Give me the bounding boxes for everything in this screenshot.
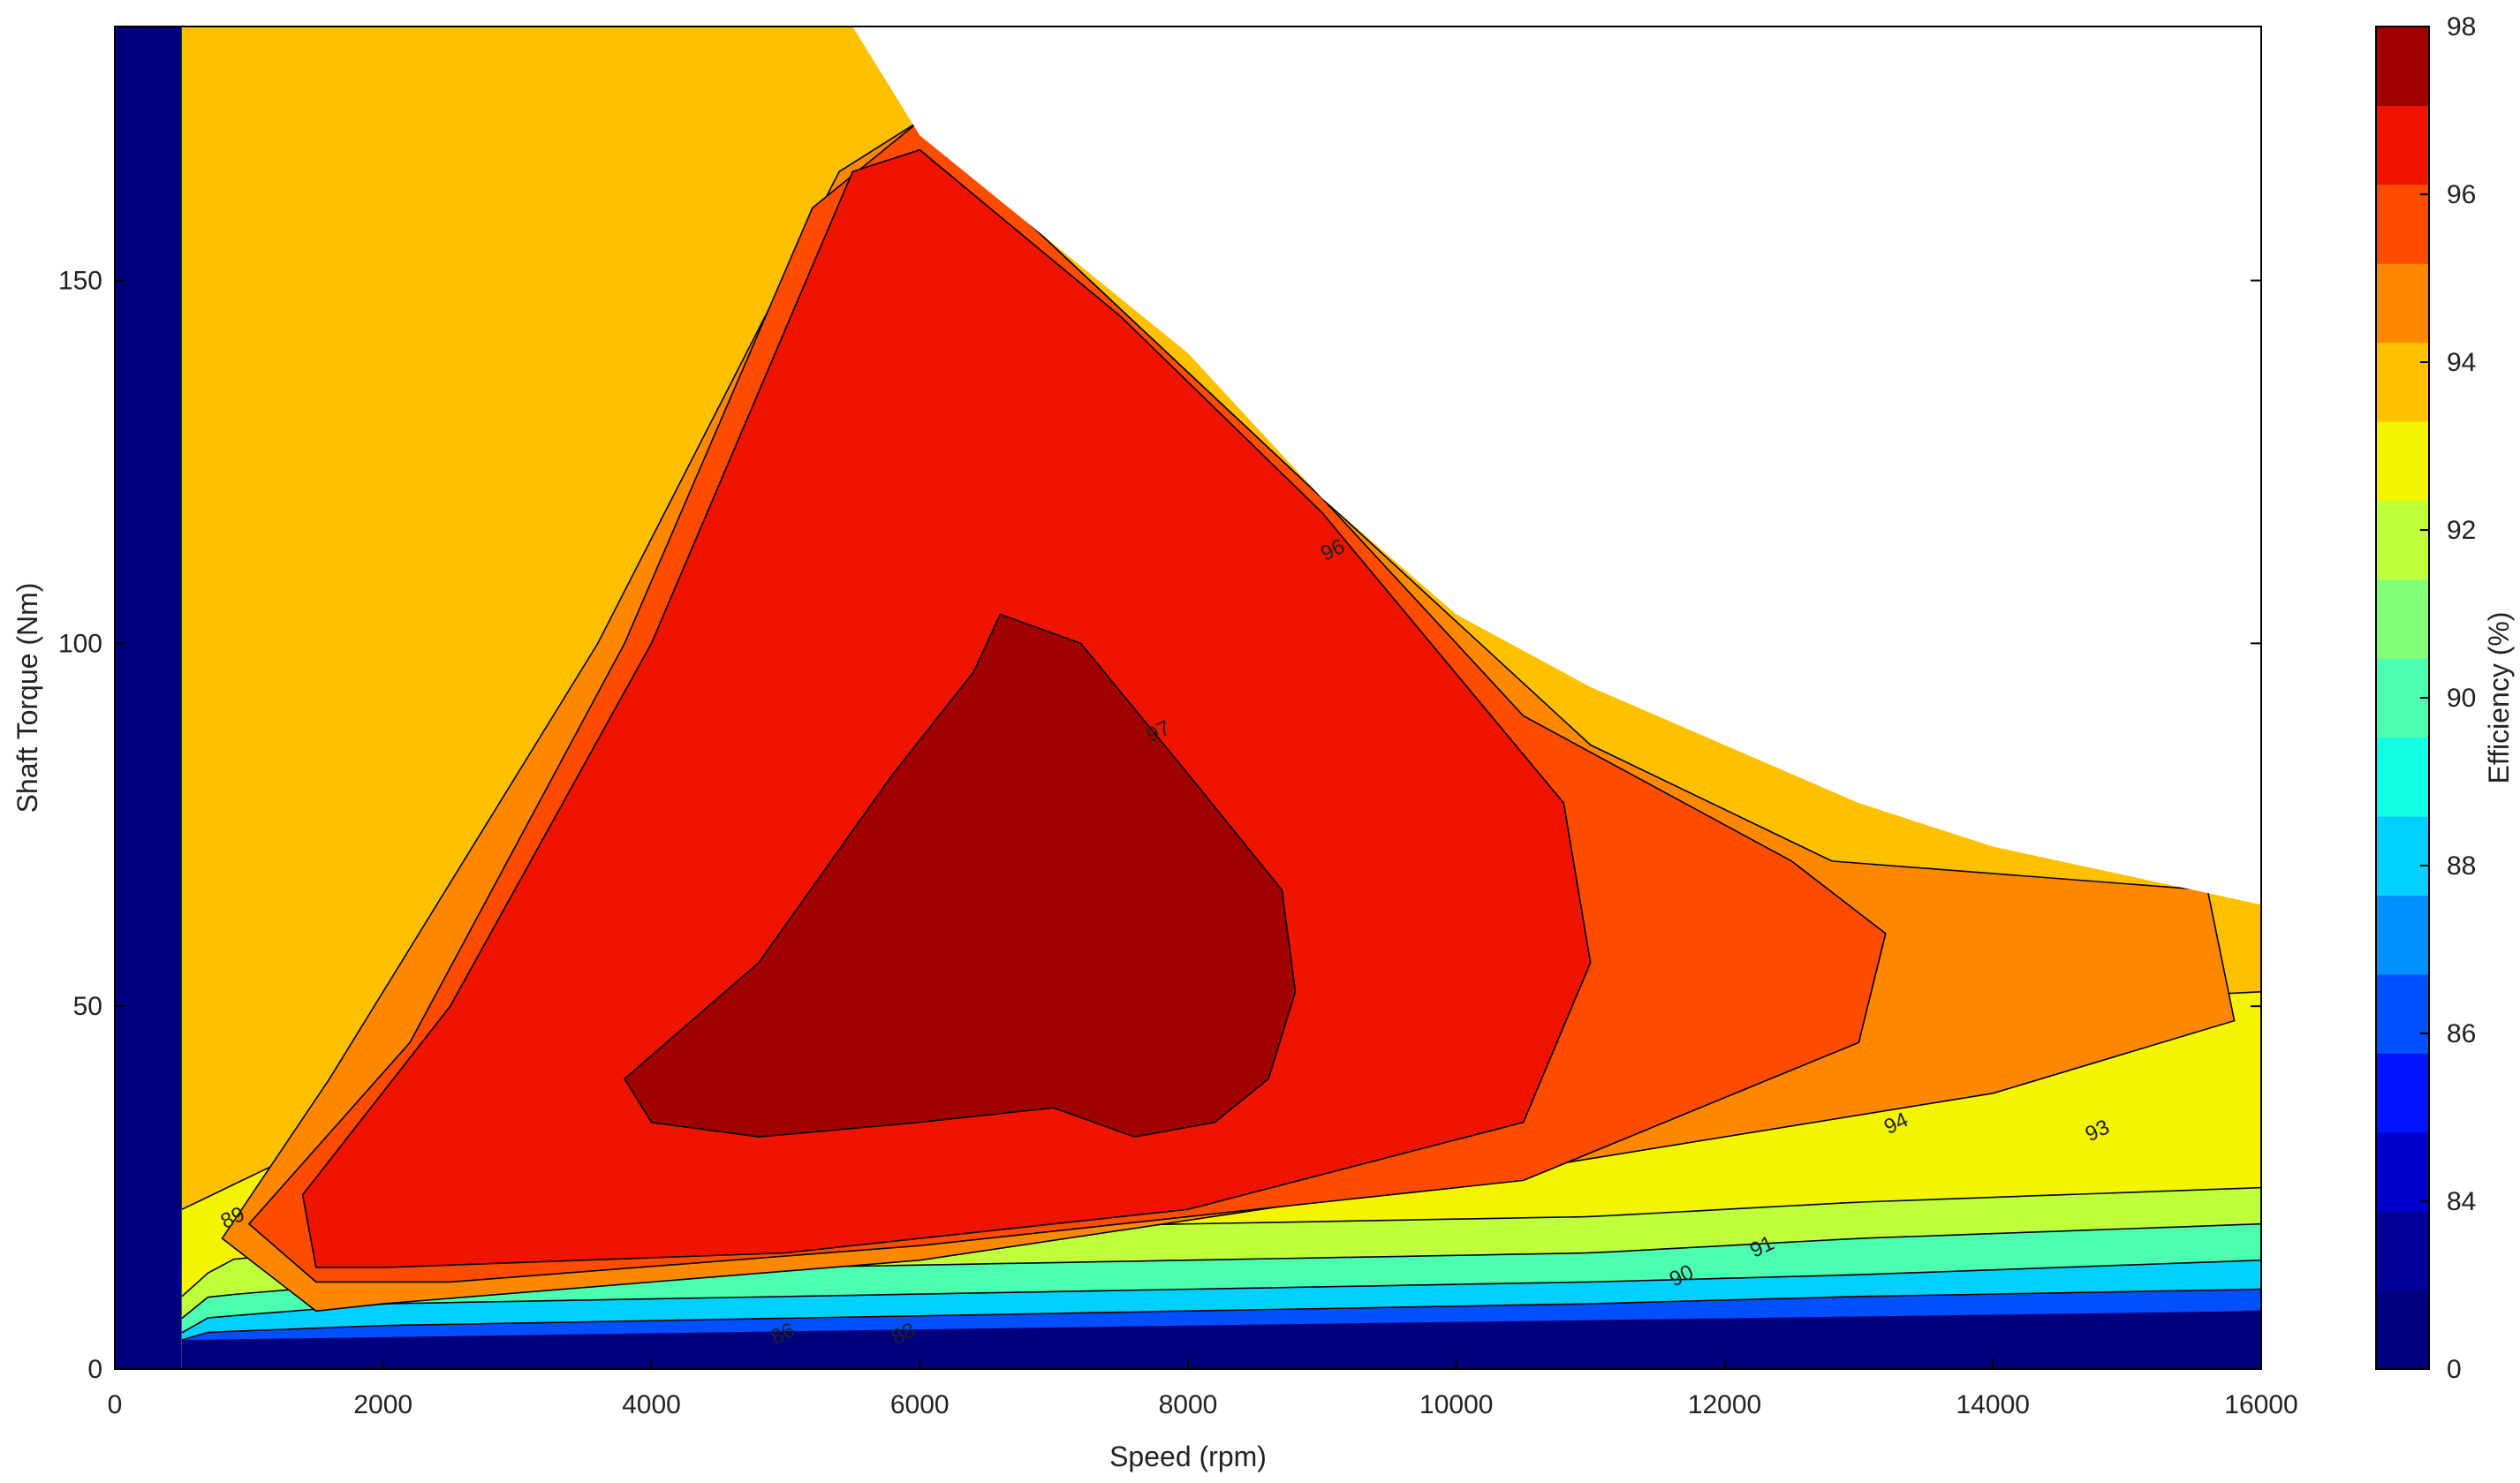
y-tick-label: 100 [58, 629, 102, 658]
colorbar-swatch [2376, 263, 2429, 344]
colorbar-swatch [2376, 342, 2429, 422]
colorbar-swatch [2376, 737, 2429, 817]
colorbar-swatch [2376, 1211, 2429, 1291]
axes: 0 2000 4000 6000 8000 10000 12000 14000 16000 0 50… [58, 267, 2298, 1419]
colorbar-swatch [2376, 1131, 2429, 1212]
y-tick-label: 150 [58, 267, 102, 296]
low-speed-band [115, 26, 182, 1369]
colorbar-swatch [2376, 26, 2429, 106]
x-tick-label: 6000 [890, 1390, 950, 1419]
colorbar-swatch [2376, 1053, 2429, 1133]
colorbar: 0 84 86 88 90 92 94 96 98 [2375, 12, 2476, 1384]
x-tick-label: 0 [108, 1390, 123, 1419]
colorbar-label: Efficiency (%) [2483, 611, 2515, 783]
colorbar-swatch [2376, 105, 2429, 185]
colorbar-swatch [2376, 895, 2429, 975]
colorbar-swatch [2376, 500, 2429, 580]
colorbar-swatch [2376, 421, 2429, 501]
colorbar-swatch [2376, 973, 2429, 1054]
colorbar-tick-label: 92 [2447, 516, 2476, 545]
x-tick-label: 16000 [2224, 1390, 2297, 1419]
colorbar-tick-label: 84 [2447, 1187, 2476, 1216]
colorbar-swatch [2376, 816, 2429, 897]
colorbar-swatch [2376, 184, 2429, 264]
x-tick-label: 14000 [1956, 1390, 2030, 1419]
x-tick-label: 2000 [353, 1390, 412, 1419]
efficiency-band-97 [624, 613, 1297, 1138]
x-tick-label: 4000 [622, 1390, 681, 1419]
colorbar-tick-label: 86 [2447, 1019, 2476, 1048]
colorbar-tick-label: 88 [2447, 851, 2476, 881]
y-axis-label: Shaft Torque (Nm) [11, 583, 43, 813]
colorbar-tick-label: 98 [2447, 12, 2476, 42]
y-tick-label: 50 [73, 992, 102, 1021]
x-tick-label: 8000 [1159, 1390, 1218, 1419]
outside-envelope [181, 26, 2261, 905]
contour-line [181, 1260, 2261, 1334]
y-tick-label: 0 [87, 1355, 102, 1384]
colorbar-tick-label: 90 [2447, 684, 2476, 713]
colorbar-tick-label: 96 [2447, 180, 2476, 209]
x-tick-label: 12000 [1688, 1390, 1761, 1419]
colorbar-swatch [2376, 1290, 2429, 1370]
colorbar-tick-label: 94 [2447, 348, 2476, 377]
colorbar-tick-label: 0 [2447, 1355, 2462, 1384]
x-tick-label: 10000 [1419, 1390, 1493, 1419]
contour-line [181, 1288, 2261, 1341]
low-torque-band [181, 1311, 2261, 1369]
x-axis-label: Speed (rpm) [1109, 1441, 1267, 1472]
colorbar-swatch [2376, 579, 2429, 659]
